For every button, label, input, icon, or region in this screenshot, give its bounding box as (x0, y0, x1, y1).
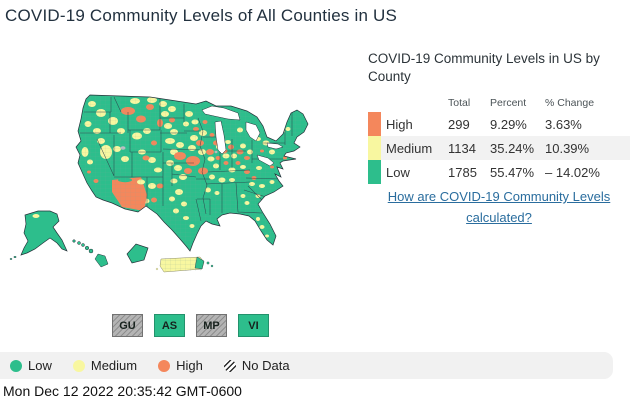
legend-item-no-data: No Data (223, 358, 290, 373)
row-medium-label: Medium (381, 136, 448, 161)
stats-table: Total Percent % Change High 299 9.29% 3.… (368, 94, 630, 185)
col-header-total: Total (448, 97, 471, 110)
no-data-hatch-icon (223, 359, 236, 372)
row-low-total: 1785 (448, 164, 477, 180)
legend-label-high: High (176, 358, 203, 373)
row-low-change: – 14.02% (545, 164, 600, 180)
mainland[interactable] (60, 90, 315, 255)
high-level-icon (158, 359, 171, 372)
low-level-icon (10, 359, 22, 372)
legend-item-low: Low (10, 358, 52, 373)
medium-level-icon (72, 359, 85, 372)
territory-button-as[interactable]: AS (154, 314, 185, 337)
hawaii[interactable] (72, 239, 109, 268)
stats-panel: COVID-19 Community Levels in US by Count… (368, 50, 630, 185)
county-patches (76, 95, 308, 251)
legend-label-no-data: No Data (241, 358, 290, 373)
stats-title: COVID-19 Community Levels in US by Count… (368, 51, 600, 84)
puerto-rico[interactable] (155, 256, 214, 273)
row-medium-total: 1134 (448, 136, 490, 161)
row-low-percent: 55.47% (490, 164, 535, 180)
legend-label-low: Low (28, 358, 52, 373)
community-levels-info-link[interactable]: How are COVID-19 Community Levels calcul… (387, 189, 611, 226)
county-texture (76, 95, 308, 251)
swatch-medium (368, 136, 381, 161)
swatch-low (368, 160, 381, 185)
alaska[interactable] (9, 210, 68, 260)
territory-inset-diamond[interactable] (126, 243, 149, 264)
territory-button-vi[interactable]: VI (238, 314, 269, 337)
us-choropleth-map[interactable] (0, 36, 360, 346)
col-header-percent: Percent (490, 97, 527, 110)
row-high-label: High (386, 116, 413, 132)
legend-item-high: High (158, 358, 203, 373)
great-lakes (201, 105, 284, 167)
territory-buttons: GU AS MP VI (112, 314, 269, 337)
row-medium-percent: 35.24% (490, 136, 545, 161)
page-title: COVID-19 Community Levels of All Countie… (5, 6, 398, 25)
timestamp: Mon Dec 12 2022 20:35:42 GMT-0600 (3, 383, 242, 399)
territory-button-mp[interactable]: MP (196, 314, 227, 337)
row-low-label: Low (386, 164, 410, 180)
row-high-change: 3.63% (545, 116, 582, 132)
legend-label-medium: Medium (90, 358, 138, 373)
territory-button-gu[interactable]: GU (112, 314, 143, 337)
legend-item-medium: Medium (72, 358, 138, 373)
col-header-change: % Change (545, 97, 595, 110)
swatch-high (368, 112, 381, 137)
row-medium-change: 10.39% (545, 136, 630, 161)
row-high-percent: 9.29% (490, 116, 527, 132)
row-high-total: 299 (448, 116, 470, 132)
state-borders (80, 96, 293, 222)
legend-bar: Low Medium High No Data (0, 352, 613, 379)
